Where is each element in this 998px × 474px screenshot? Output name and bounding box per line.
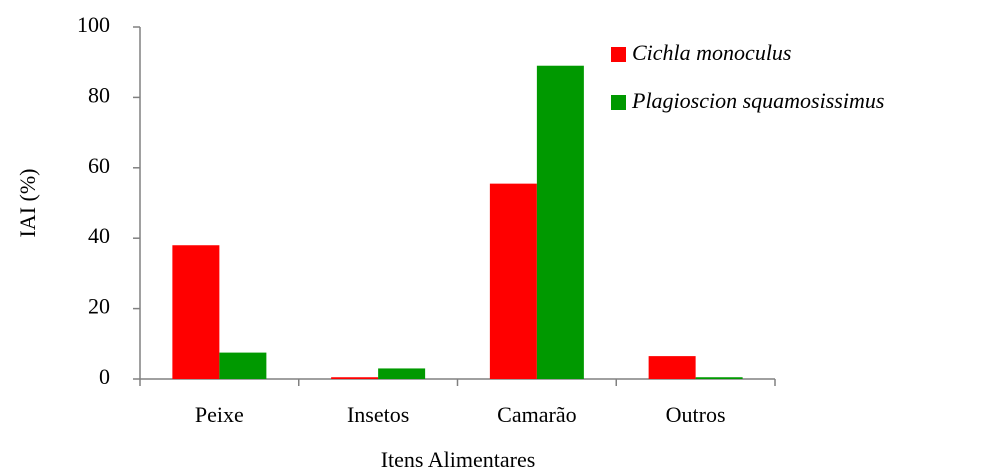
x-tick-label: Outros bbox=[666, 402, 726, 427]
bar bbox=[695, 377, 743, 379]
x-tick-label: Camarão bbox=[497, 402, 576, 427]
legend-label: Plagioscion squamosissimus bbox=[631, 88, 884, 113]
y-axis-title: IAI (%) bbox=[15, 168, 40, 237]
legend-label: Cichla monoculus bbox=[632, 40, 792, 65]
bar bbox=[489, 183, 537, 379]
x-axis-title: Itens Alimentares bbox=[381, 447, 536, 472]
bar bbox=[378, 368, 426, 379]
legend-swatch bbox=[611, 47, 626, 62]
y-tick-label: 20 bbox=[88, 294, 110, 319]
y-tick-label: 100 bbox=[77, 12, 110, 37]
y-tick-label: 60 bbox=[88, 153, 110, 178]
bar bbox=[219, 352, 267, 379]
y-tick-label: 0 bbox=[99, 364, 110, 389]
bar bbox=[172, 245, 220, 379]
bar bbox=[536, 65, 584, 379]
y-tick-label: 80 bbox=[88, 82, 110, 107]
x-tick-label: Peixe bbox=[195, 402, 244, 427]
bar bbox=[331, 377, 379, 379]
y-tick-label: 40 bbox=[88, 223, 110, 248]
bar bbox=[648, 356, 696, 379]
x-tick-label: Insetos bbox=[347, 402, 409, 427]
legend-swatch bbox=[611, 95, 626, 110]
